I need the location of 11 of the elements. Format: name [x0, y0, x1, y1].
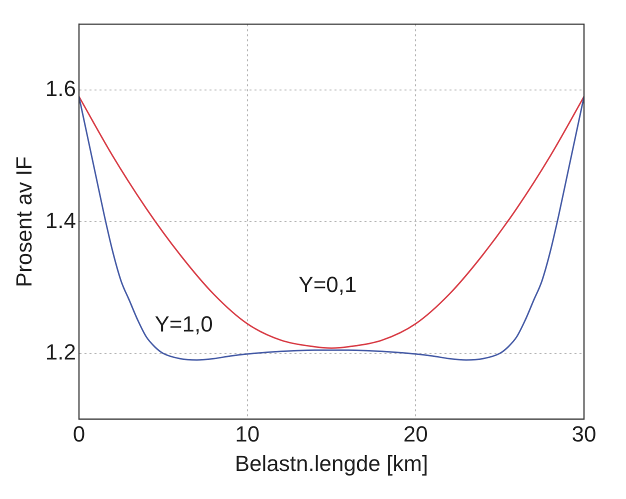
y-tick-label: 1.6: [45, 76, 76, 102]
text: Y=0,1: [298, 272, 357, 297]
series-label: Y=1,0: [154, 311, 213, 336]
x-tick-label: 30: [572, 421, 596, 446]
y-tick-label: 1.4: [45, 208, 76, 233]
y-tick-label: 1.2: [45, 339, 76, 364]
x-tick-label: 0: [72, 421, 86, 446]
x-axis-title: Belastn.lengde [km]: [234, 450, 428, 476]
y-axis-title: Prosent av IF: [11, 156, 36, 288]
x-tick-label: 10: [235, 421, 260, 446]
x-tick-label: 20: [403, 421, 428, 446]
